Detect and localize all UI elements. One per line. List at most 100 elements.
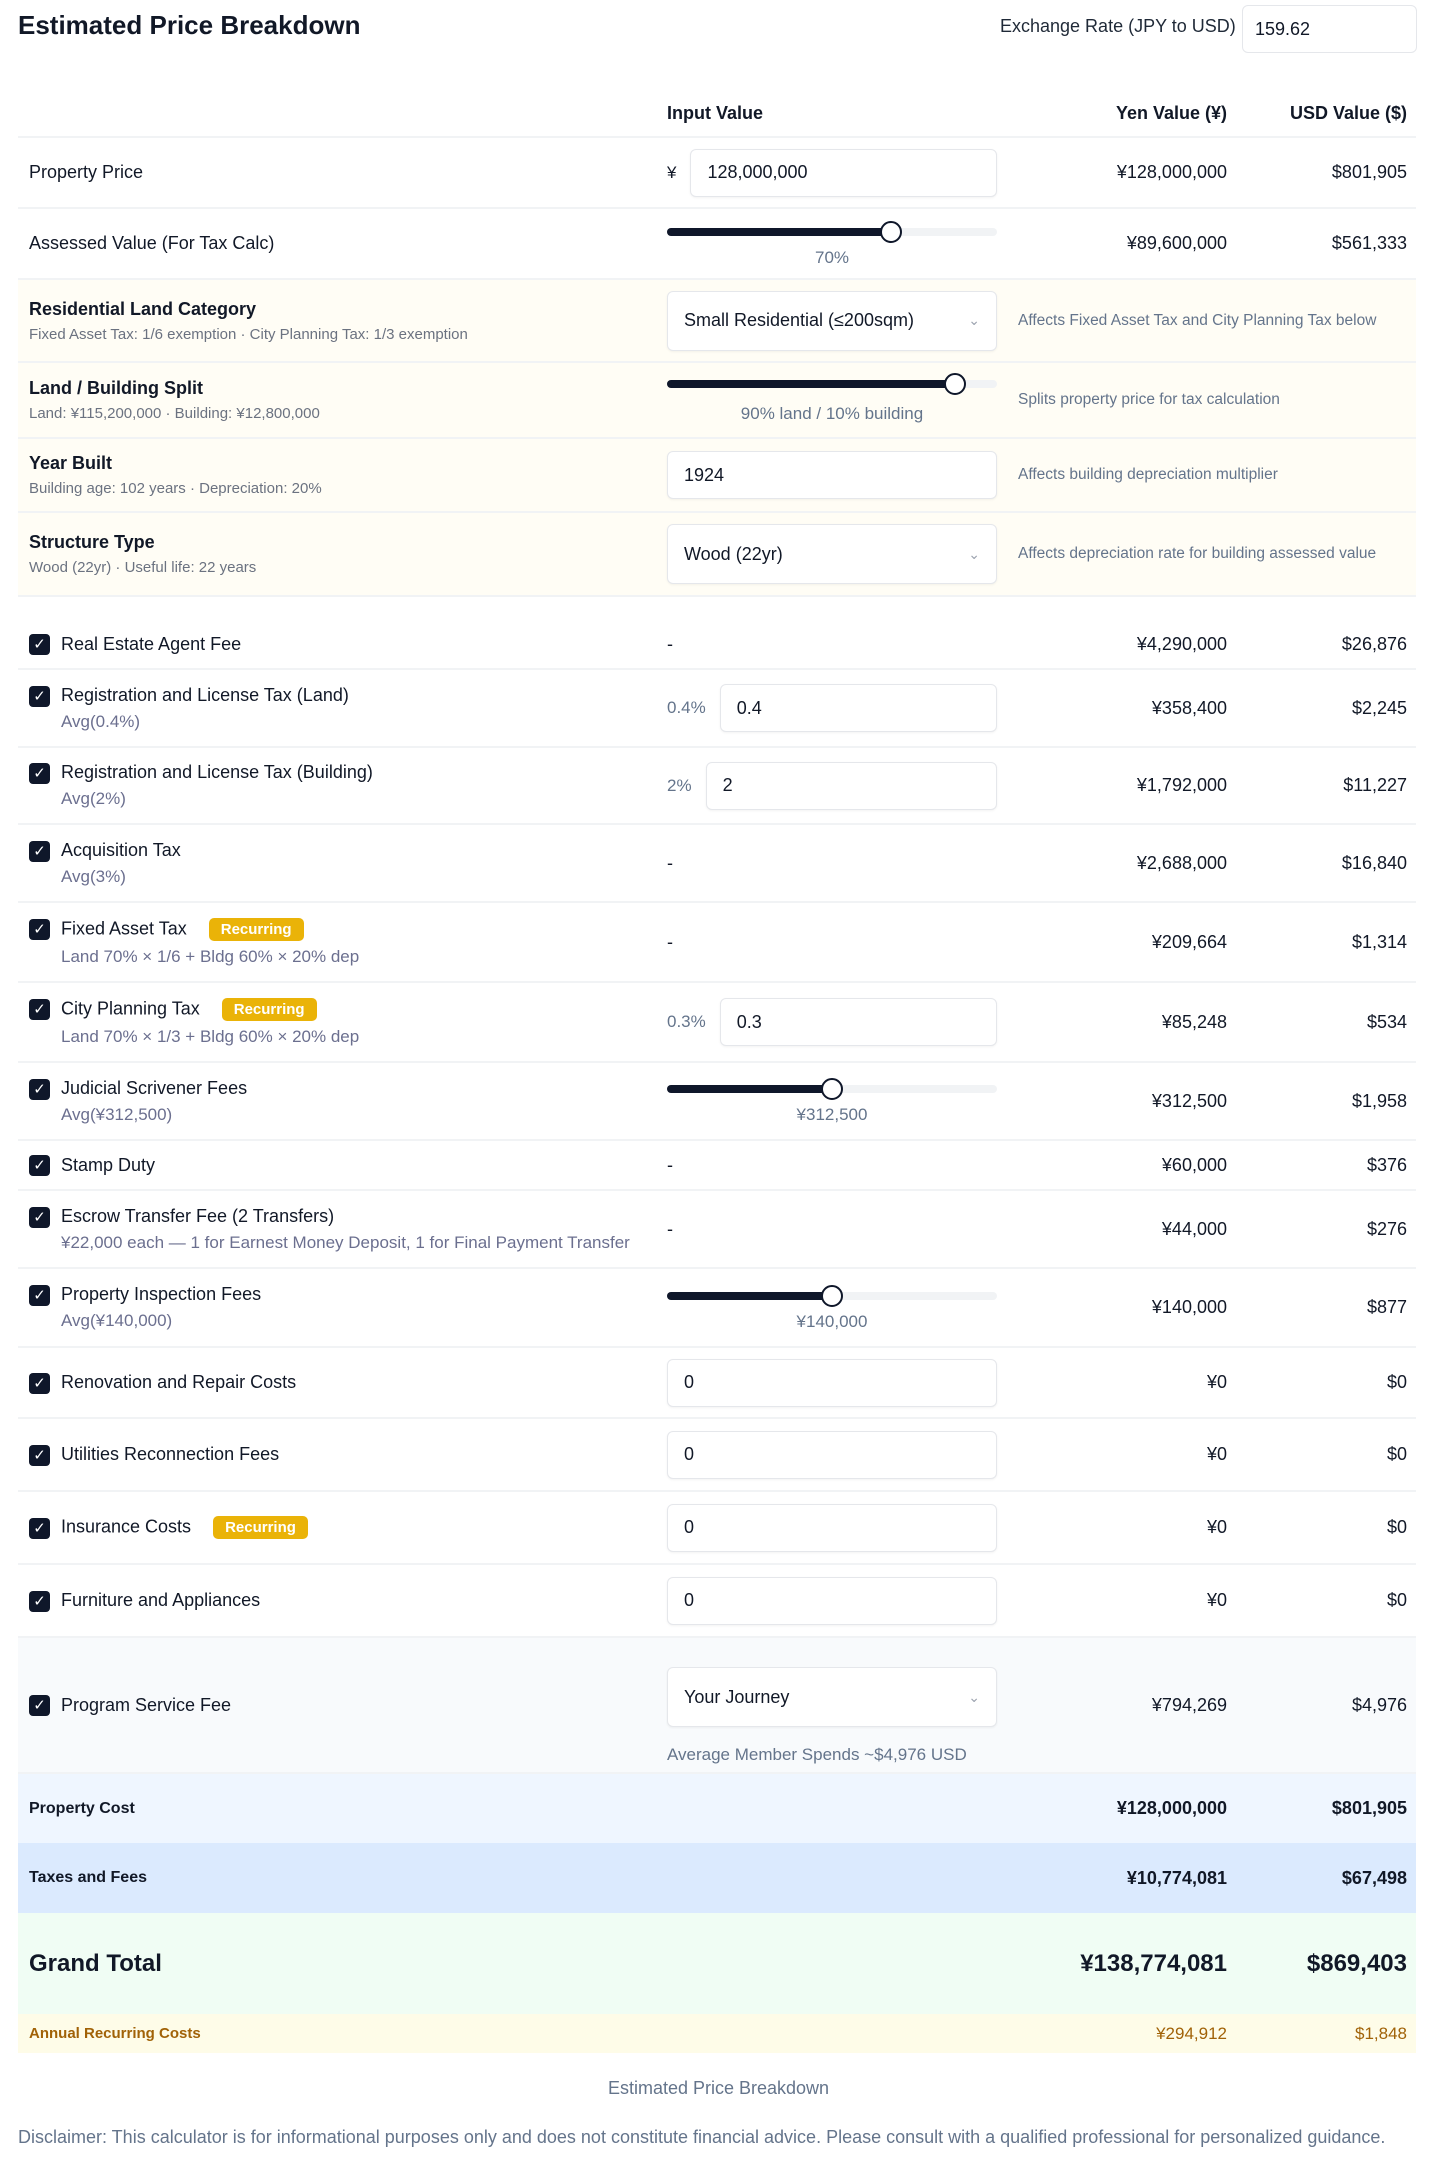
item-subtext: Avg(2%) — [61, 789, 126, 808]
item-title: Renovation and Repair Costs — [61, 1372, 296, 1393]
slider-fill — [667, 1291, 832, 1300]
usd-value: $869,403 — [1306, 1949, 1407, 1977]
rate-input[interactable]: 0.3 — [719, 998, 997, 1046]
yen-value: ¥138,774,081 — [1080, 1949, 1227, 1977]
selected-value: Small Residential (≤200sqm) — [684, 310, 914, 330]
year-built-label: Year Built — [29, 453, 113, 473]
column-yen-value: Yen Value (¥) — [1115, 102, 1227, 123]
assessed-value-slider[interactable]: 70% — [667, 218, 997, 270]
checkbox-checked-icon[interactable]: ✓ — [29, 1285, 50, 1306]
item-label: Insurance Costs — [61, 1516, 192, 1537]
amount-input[interactable]: 0 — [667, 1358, 997, 1407]
checkbox-checked-icon[interactable]: ✓ — [29, 1078, 50, 1100]
item-label-cell: ✓ Property Inspection Fees Avg(¥140,000) — [18, 1284, 667, 1331]
item-label: Judicial Scrivener Fees — [61, 1077, 248, 1098]
item-subtext: ¥22,000 each — 1 for Earnest Money Depos… — [61, 1232, 630, 1252]
slider-thumb[interactable] — [821, 1078, 843, 1100]
item-label-cell: ✓ Real Estate Agent Fee — [18, 633, 667, 655]
footer-caption: Estimated Price Breakdown — [607, 2078, 830, 2098]
checkbox-checked-icon[interactable]: ✓ — [29, 1372, 50, 1394]
amount-input[interactable]: 0 — [667, 1430, 997, 1479]
usd-value: $0 — [1386, 1444, 1407, 1464]
item-label-cell: ✓ Registration and License Tax (Land) Avg(… — [18, 685, 667, 732]
usd-value: $534 — [1366, 1011, 1407, 1032]
land-category-select[interactable]: Small Residential (≤200sqm) ⌄ — [667, 290, 997, 351]
input-placeholder-dash: - — [667, 852, 673, 873]
slider-thumb[interactable] — [880, 220, 903, 243]
usd-value: $67,498 — [1341, 1867, 1407, 1888]
slider-fill — [667, 1085, 832, 1093]
fee-item-row: ✓ Stamp Duty - ¥60,000 $376 — [18, 1141, 1416, 1191]
year-built-input[interactable]: 1924 — [667, 451, 997, 499]
property-price-input[interactable]: 128,000,000 — [690, 148, 997, 197]
item-text: City Planning Tax Recurring Land 70% × 1/3… — [61, 997, 359, 1047]
fee-item-row: ✓ Property Inspection Fees Avg(¥140,000) ¥1… — [18, 1269, 1416, 1348]
yen-value: ¥89,600,000 — [1126, 233, 1227, 253]
fee-item-row: ✓ Fixed Asset Tax Recurring Land 70% × 1/6 … — [18, 903, 1416, 983]
item-text: Renovation and Repair Costs — [61, 1372, 296, 1393]
split-sub: Land: ¥115,200,000 · Building: ¥12,800,0… — [29, 405, 320, 422]
fee-items: ✓ Real Estate Agent Fee - ¥4,290,000 $26,876… — [18, 620, 1416, 1638]
usd-value: $11,227 — [1343, 775, 1407, 795]
yen-value: ¥4,290,000 — [1136, 633, 1227, 654]
yen-value: ¥0 — [1206, 1517, 1227, 1537]
item-label-cell: ✓ City Planning Tax Recurring Land 70% × 1/… — [18, 997, 667, 1047]
yen-value: ¥0 — [1206, 1590, 1227, 1610]
item-label: Registration and License Tax (Building) — [61, 762, 373, 782]
checkbox-checked-icon[interactable]: ✓ — [29, 763, 50, 784]
exchange-rate-input[interactable] — [1242, 5, 1417, 53]
rate-input[interactable]: 0.4 — [719, 684, 997, 732]
yen-value: ¥209,664 — [1151, 931, 1227, 952]
slider-value: 90% land / 10% building — [740, 404, 924, 423]
item-label: Fixed Asset Tax — [61, 917, 187, 938]
usd-value: $1,314 — [1351, 931, 1407, 952]
amount-slider[interactable]: ¥140,000 — [667, 1282, 997, 1334]
yen-value: ¥140,000 — [1151, 1297, 1227, 1317]
slider-value: 70% — [814, 247, 850, 267]
item-label-cell: ✓ Judicial Scrivener Fees Avg(¥312,500) — [18, 1078, 667, 1125]
item-label-cell: ✓ Furniture and Appliances — [18, 1590, 667, 1612]
checkbox-checked-icon[interactable]: ✓ — [29, 1155, 50, 1176]
checkbox-checked-icon[interactable]: ✓ — [29, 685, 50, 707]
amount-input[interactable]: 0 — [667, 1503, 997, 1552]
item-label-cell: ✓ Renovation and Repair Costs — [18, 1372, 667, 1394]
assessed-value-label: Assessed Value (For Tax Calc) — [29, 233, 275, 253]
amount-input[interactable]: 0 — [667, 1576, 997, 1625]
item-title: Acquisition Tax — [61, 840, 181, 861]
item-label-cell: ✓ Insurance Costs Recurring — [18, 1516, 667, 1539]
checkbox-checked-icon[interactable]: ✓ — [29, 1590, 50, 1612]
program-select[interactable]: Your Journey ⌄ — [667, 1667, 997, 1727]
item-title: Real Estate Agent Fee — [61, 634, 241, 655]
property-price-row: Property Price ¥ 128,000,000 ¥128,000,00… — [18, 138, 1416, 209]
checkbox-checked-icon[interactable]: ✓ — [29, 634, 50, 655]
amount-slider[interactable]: ¥312,500 — [667, 1075, 997, 1127]
checkbox-checked-icon[interactable]: ✓ — [29, 1695, 50, 1716]
yen-value: ¥44,000 — [1161, 1218, 1227, 1239]
checkbox-checked-icon[interactable]: ✓ — [29, 918, 50, 940]
checkbox-checked-icon[interactable]: ✓ — [29, 840, 50, 862]
checkbox-checked-icon[interactable]: ✓ — [29, 1517, 50, 1539]
checkbox-checked-icon[interactable]: ✓ — [29, 998, 50, 1020]
checkbox-checked-icon[interactable]: ✓ — [29, 1444, 50, 1466]
annual-recurring-label: Annual Recurring Costs — [29, 2025, 201, 2042]
slider-thumb[interactable] — [944, 373, 967, 395]
input-placeholder-dash: - — [667, 1218, 673, 1239]
yen-value: ¥85,248 — [1161, 1011, 1227, 1032]
taxes-fees-label: Taxes and Fees — [29, 1869, 147, 1886]
checkbox-checked-icon[interactable]: ✓ — [29, 1206, 50, 1228]
land-building-split-slider[interactable]: 90% land / 10% building — [667, 370, 997, 430]
fee-item-row: ✓ Renovation and Repair Costs 0 ¥0 $0 — [18, 1348, 1416, 1419]
item-title: Registration and License Tax (Building) — [61, 762, 373, 783]
rate-input[interactable]: 2 — [705, 761, 997, 810]
yen-value: ¥2,688,000 — [1136, 852, 1227, 873]
rate-prefix: 0.4% — [667, 698, 706, 717]
program-note: Average Member Spends ~$4,976 USD — [667, 1745, 967, 1764]
property-price-label: Property Price — [29, 162, 144, 182]
slider-thumb[interactable] — [821, 1284, 843, 1307]
disclaimer: Disclaimer: This calculator is for infor… — [18, 2127, 1386, 2147]
structure-type-note: Affects depreciation rate for building a… — [1018, 545, 1377, 562]
structure-type-select[interactable]: Wood (22yr) ⌄ — [667, 524, 997, 584]
property-cost-row: Property Cost ¥128,000,000 $801,905 — [18, 1774, 1416, 1843]
item-label: City Planning Tax — [61, 997, 200, 1018]
yen-value: ¥1,792,000 — [1136, 775, 1227, 795]
